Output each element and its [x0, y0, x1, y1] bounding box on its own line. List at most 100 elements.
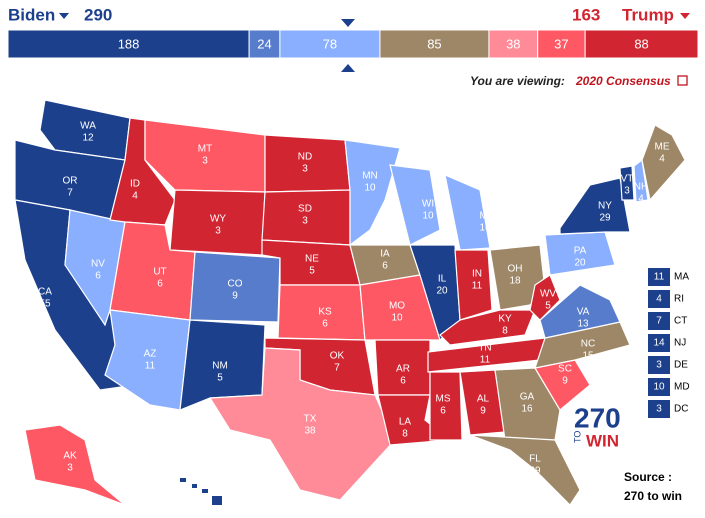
- state-votes: 7: [67, 188, 73, 199]
- bar-segment: [279, 29, 381, 59]
- state[interactable]: ME4: [641, 124, 686, 202]
- state[interactable]: WV5: [529, 274, 561, 321]
- state-votes: 29: [529, 466, 541, 477]
- small-state-abbr: MD: [674, 382, 690, 393]
- state[interactable]: KS6: [277, 284, 366, 341]
- bar-segment: [7, 29, 250, 59]
- small-state-box[interactable]: [648, 312, 670, 330]
- state-votes: 38: [304, 426, 316, 437]
- state-abbr: SD: [298, 204, 312, 215]
- state-votes: 6: [322, 319, 328, 330]
- dropdown-arrow[interactable]: [59, 13, 69, 19]
- segment-label: 37: [554, 36, 568, 51]
- state-abbr: MO: [389, 301, 405, 312]
- state-votes: 5: [545, 301, 551, 312]
- logo-number: 270: [574, 402, 621, 433]
- dropdown-arrow[interactable]: [680, 13, 690, 19]
- state-votes: 20: [574, 258, 586, 269]
- state-abbr: KY: [498, 314, 512, 325]
- small-state-votes: 4: [656, 294, 662, 305]
- state-votes: 6: [157, 279, 163, 290]
- state-shape: [469, 434, 581, 506]
- state-abbr: LA: [399, 417, 412, 428]
- state-abbr: MI: [479, 211, 490, 222]
- state-votes: 10: [391, 313, 403, 324]
- state-shape: [189, 251, 281, 323]
- state[interactable]: SD3: [261, 189, 351, 246]
- state-shape: [619, 165, 635, 201]
- majority-marker: [341, 19, 355, 27]
- state-votes: 11: [472, 281, 483, 292]
- state[interactable]: MT3: [144, 119, 266, 193]
- state-votes: 13: [577, 319, 589, 330]
- source-name: 270 to win: [624, 489, 682, 503]
- small-state-box[interactable]: [648, 290, 670, 308]
- state[interactable]: WY3: [169, 189, 266, 256]
- state-votes: 29: [599, 213, 611, 224]
- small-states: 11 MA 4 RI 7 CT 14 NJ 3 DE 10 MD 3 DC: [648, 268, 690, 418]
- state-votes: 55: [39, 299, 51, 310]
- external-link-icon[interactable]: [677, 75, 688, 86]
- state-votes: 9: [480, 406, 486, 417]
- small-state-votes: 3: [656, 360, 662, 371]
- small-state-votes: 3: [656, 404, 662, 415]
- state-votes: 5: [309, 266, 315, 277]
- state-abbr: OK: [330, 351, 345, 362]
- state-shape: [559, 177, 631, 235]
- small-state-box[interactable]: [648, 334, 670, 352]
- right-candidate[interactable]: Trump: [622, 5, 674, 24]
- state-abbr: AL: [477, 394, 490, 405]
- state[interactable]: NH4: [633, 158, 649, 205]
- state-votes: 10: [422, 211, 434, 222]
- small-state-box[interactable]: [648, 268, 670, 286]
- small-state-box[interactable]: [648, 356, 670, 374]
- small-state-box[interactable]: [648, 378, 670, 396]
- state-votes: 4: [659, 154, 665, 165]
- state-abbr: CO: [228, 279, 243, 290]
- state-abbr: NY: [598, 201, 612, 212]
- state-votes: 4: [132, 191, 138, 202]
- segment-label: 38: [506, 36, 520, 51]
- state-abbr: IA: [380, 249, 390, 260]
- bar-segment: [488, 29, 539, 59]
- state-votes: 12: [82, 133, 94, 144]
- small-state-box[interactable]: [648, 400, 670, 418]
- state-shape: [344, 139, 401, 247]
- state-votes: 6: [382, 261, 388, 272]
- state-votes: 20: [436, 286, 448, 297]
- state[interactable]: VT3: [619, 165, 635, 201]
- state[interactable]: ND3: [264, 134, 351, 193]
- state-abbr: VT: [621, 174, 634, 185]
- logo-tag: TO: [572, 431, 582, 443]
- segment-label: 88: [634, 36, 648, 51]
- state[interactable]: CO9: [189, 251, 281, 323]
- state[interactable]: AR6: [374, 339, 431, 396]
- state-abbr: AZ: [144, 349, 157, 360]
- left-candidate[interactable]: Biden: [8, 5, 55, 24]
- state-abbr: ND: [298, 152, 312, 163]
- state-shape: [633, 158, 649, 203]
- viewing-name[interactable]: 2020 Consensus: [575, 74, 671, 88]
- state-abbr: ME: [655, 142, 670, 153]
- state-votes: 8: [402, 429, 408, 440]
- state[interactable]: MS6: [429, 371, 463, 441]
- state-votes: 5: [217, 373, 223, 384]
- small-state-abbr: CT: [674, 316, 687, 327]
- state[interactable]: AK3: [24, 424, 126, 506]
- viewing-prefix: You are viewing:: [470, 74, 565, 88]
- state-abbr: AK: [63, 451, 77, 462]
- small-state-abbr: DE: [674, 360, 688, 371]
